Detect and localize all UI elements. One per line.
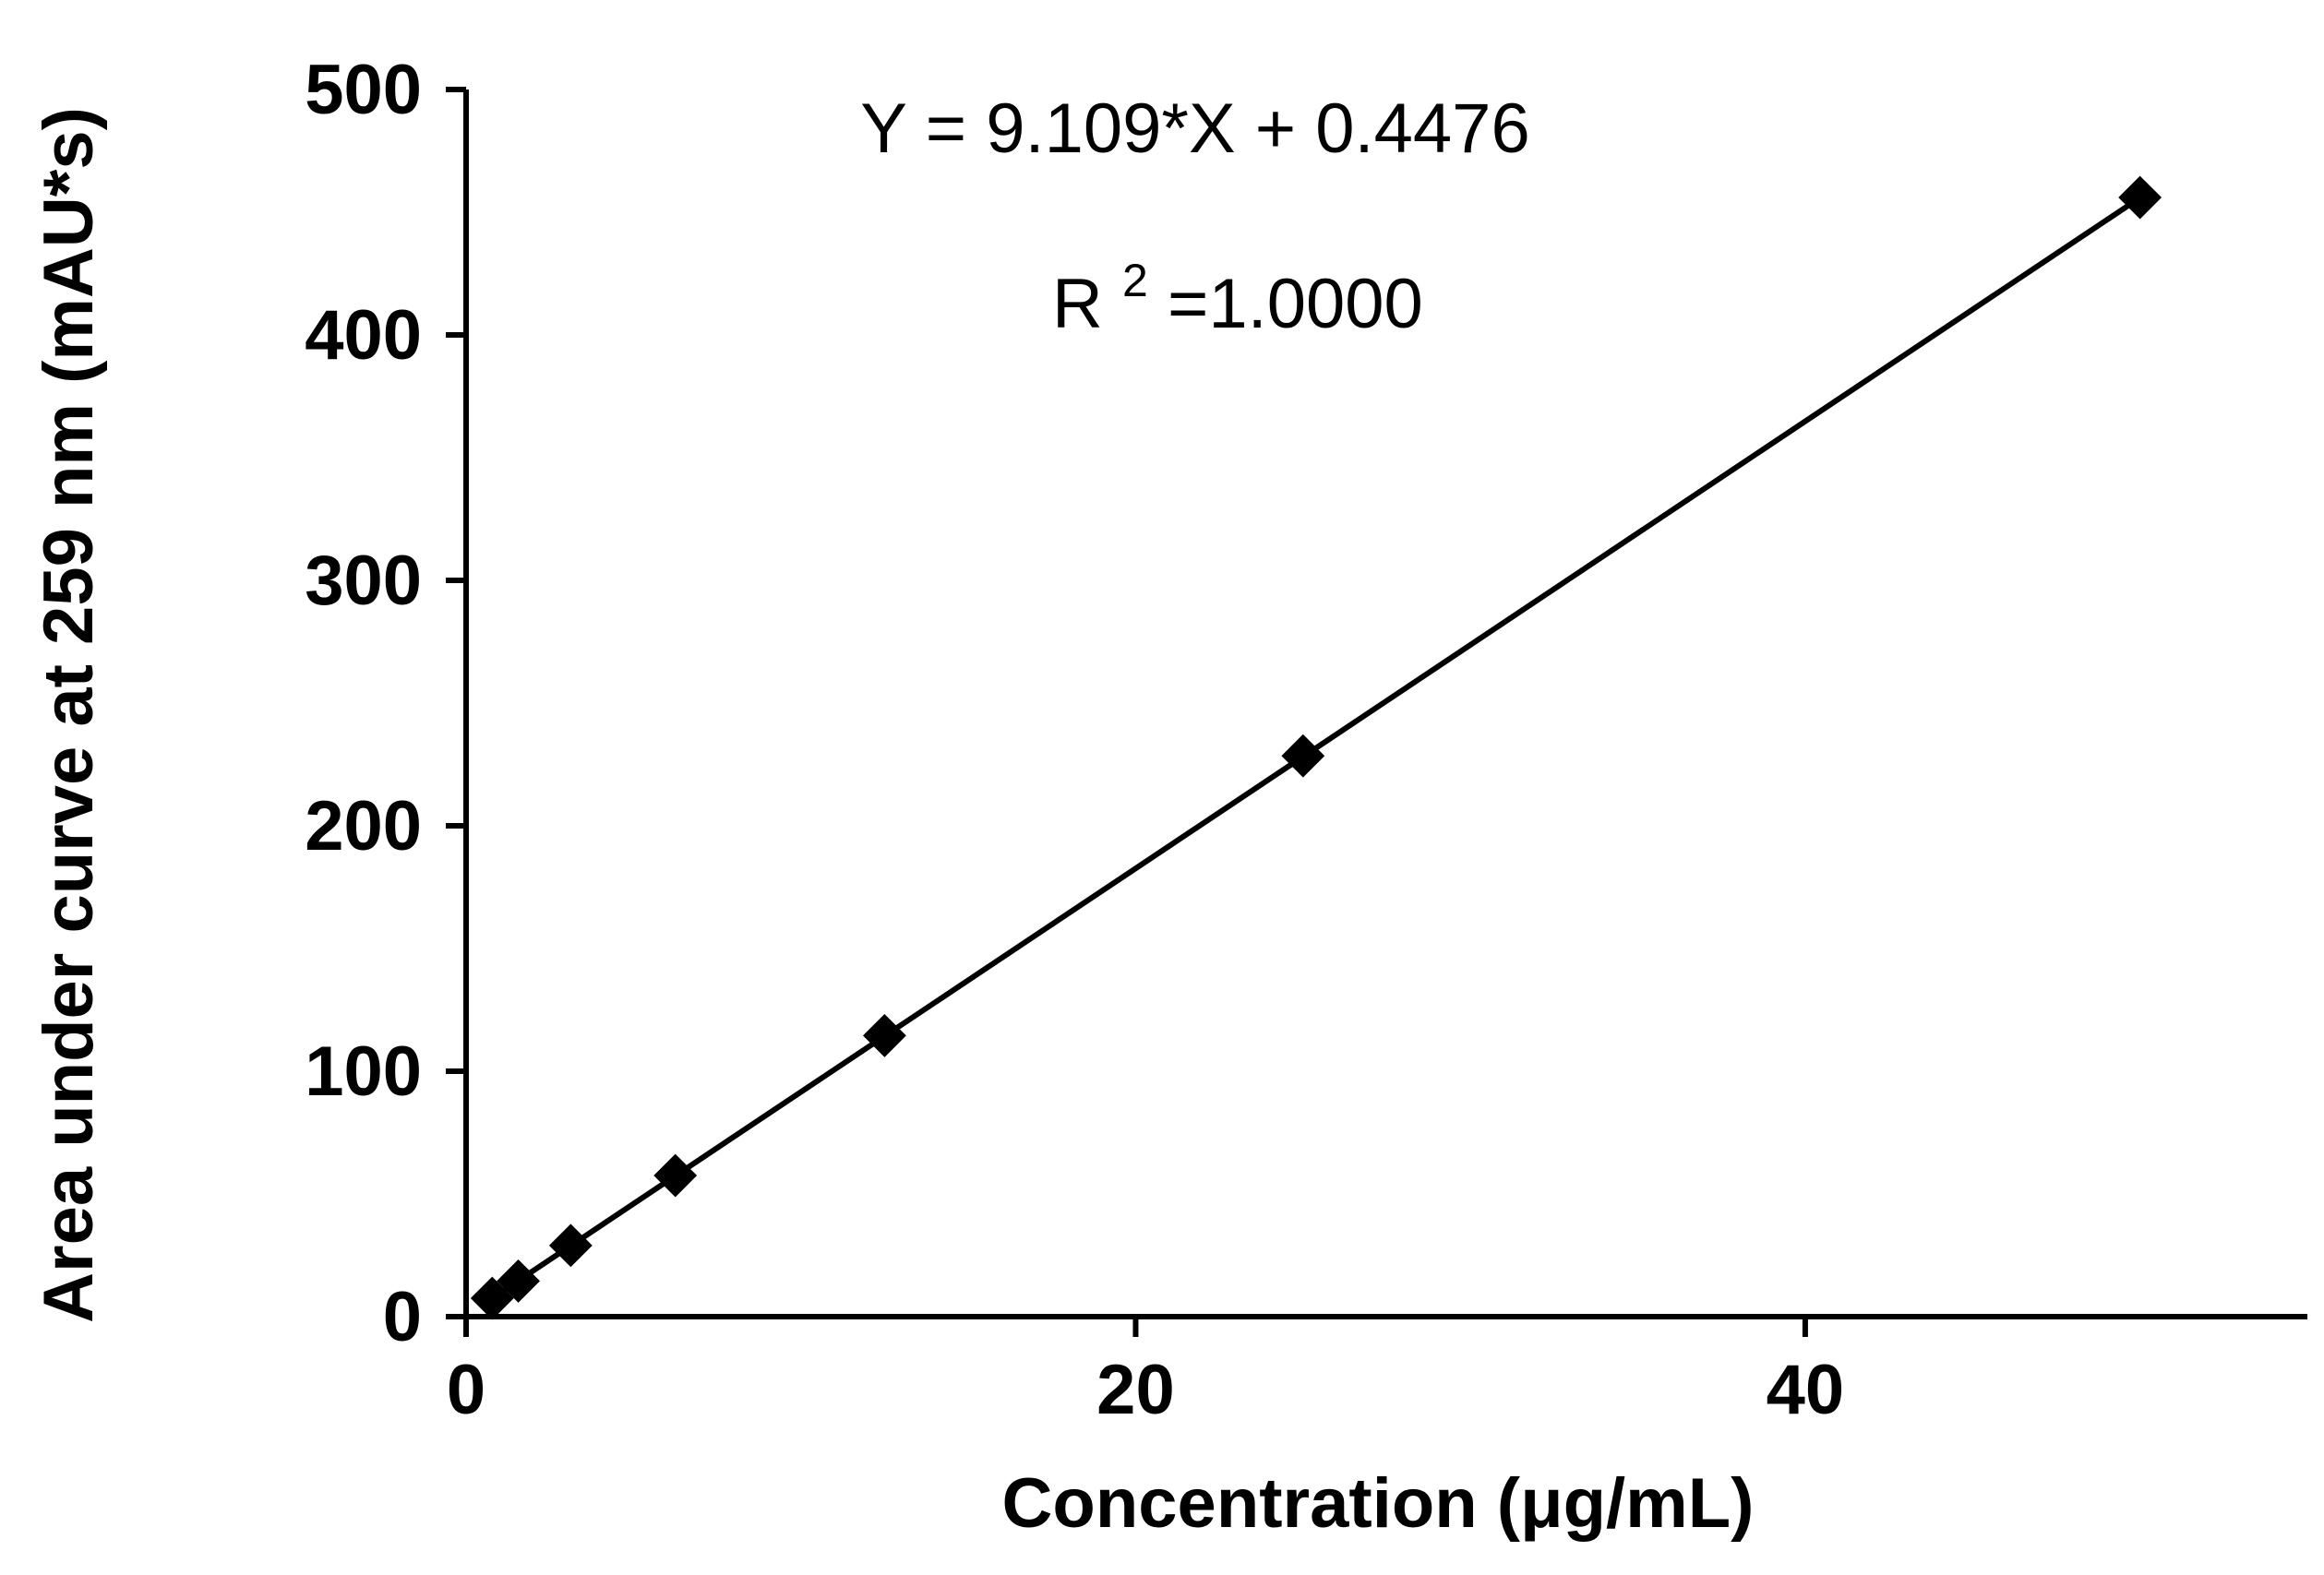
- y-tick-label-400: 400: [305, 296, 422, 375]
- r-squared-value: =1.0000: [1168, 265, 1423, 343]
- axes: [463, 89, 2307, 1319]
- data-point-0-5: [1281, 734, 1325, 778]
- data-point-0-4: [862, 1014, 906, 1057]
- data-points: [470, 175, 2162, 1320]
- y-tick-label-500: 500: [305, 51, 422, 129]
- regression-equation: Y = 9.109*X + 0.4476: [860, 89, 1529, 168]
- data-point-0-0: [470, 1276, 514, 1320]
- data-point-0-1: [497, 1259, 540, 1303]
- x-tick-label-20: 20: [1096, 1351, 1175, 1429]
- x-tick-label-0: 0: [447, 1351, 485, 1429]
- y-tick-label-100: 100: [305, 1032, 422, 1111]
- x-tick-label-40: 40: [1767, 1351, 1845, 1429]
- y-axis-title: Area under curve at 259 nm (mAU*s): [30, 107, 108, 1323]
- y-tick-label-0: 0: [383, 1278, 422, 1356]
- r-squared: R 2 =1.0000: [1052, 233, 1423, 343]
- r-squared-superscript: 2: [1122, 255, 1148, 306]
- y-tick-label-200: 200: [305, 787, 422, 865]
- x-axis-title: Concentration (μg/mL): [1002, 1464, 1755, 1543]
- r-squared-prefix: R: [1052, 265, 1103, 343]
- tick-marks: 0 100 200 300 400 500 0 20 40: [305, 51, 1844, 1429]
- data-point-0-6: [2118, 175, 2162, 220]
- data-point-0-2: [548, 1223, 593, 1268]
- y-tick-label-300: 300: [305, 542, 422, 620]
- data-point-0-3: [653, 1153, 698, 1198]
